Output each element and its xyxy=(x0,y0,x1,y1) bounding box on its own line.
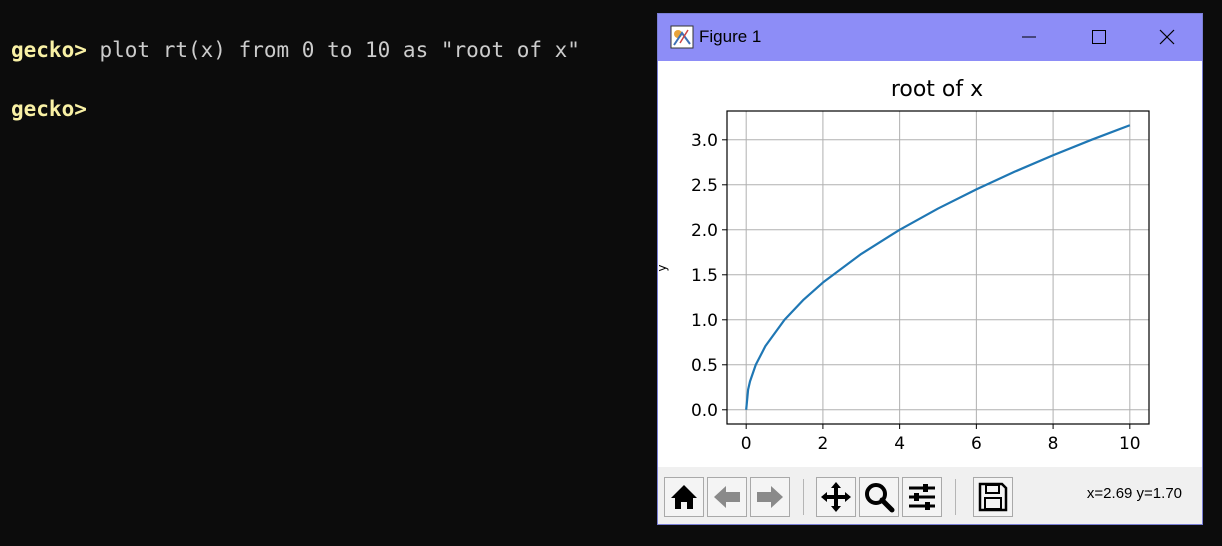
back-button[interactable] xyxy=(707,477,747,517)
chart-title: root of x xyxy=(891,77,983,102)
titlebar[interactable]: Figure 1 xyxy=(658,14,1202,61)
minimize-button[interactable] xyxy=(994,14,1064,61)
y-axis-label: y xyxy=(658,264,669,271)
subplots-config-button[interactable] xyxy=(902,477,942,517)
zoom-button[interactable] xyxy=(859,477,899,517)
terminal-prompt: gecko> xyxy=(11,97,87,121)
zoom-magnifier-icon xyxy=(865,483,895,513)
window-title: Figure 1 xyxy=(699,27,762,46)
plot-canvas[interactable]: 0 2 4 6 8 10 0.0 0.5 1.0 1.5 2.0 2.5 3.0 root of x y xyxy=(655,61,1202,467)
y-tick-label: 0.0 xyxy=(691,401,718,421)
toolbar-separator xyxy=(803,479,804,515)
home-icon xyxy=(671,485,697,509)
x-tick-label: 4 xyxy=(894,434,905,454)
x-tick-label: 6 xyxy=(971,434,982,454)
pan-icon xyxy=(821,482,851,512)
terminal-line-current[interactable]: gecko> xyxy=(11,96,87,122)
minimize-icon xyxy=(1022,36,1036,38)
y-tick-label: 1.0 xyxy=(691,311,718,331)
x-tick-label: 10 xyxy=(1119,434,1141,454)
close-icon xyxy=(1159,29,1175,45)
y-tick-label: 2.5 xyxy=(691,176,718,196)
y-tick-label: 3.0 xyxy=(691,131,718,151)
maximize-button[interactable] xyxy=(1064,14,1134,61)
subplots-config-icon xyxy=(909,484,935,510)
y-tick-label: 2.0 xyxy=(691,221,718,241)
back-arrow-icon xyxy=(714,486,740,508)
forward-button[interactable] xyxy=(750,477,790,517)
y-tick-label: 1.5 xyxy=(691,266,718,286)
terminal-command-text: plot rt(x) from 0 to 10 as "root of x" xyxy=(86,38,580,62)
cursor-coordinates: x=2.69 y=1.70 xyxy=(1086,485,1182,502)
terminal-prompt: gecko> xyxy=(11,38,87,62)
figure-window[interactable]: Figure 1 0 2 4 6 8 10 0.0 0.5 1.0 1.5 2.0 2.5 3.0 ro… xyxy=(655,13,1203,525)
series-line xyxy=(745,124,1131,410)
x-tick-label: 2 xyxy=(817,434,828,454)
toolbar-separator xyxy=(955,479,956,515)
y-tick-label: 0.5 xyxy=(691,356,718,376)
home-button[interactable] xyxy=(664,477,704,517)
x-tick-label: 8 xyxy=(1048,434,1059,454)
forward-arrow-icon xyxy=(757,486,783,508)
terminal-line-command: gecko> plot rt(x) from 0 to 10 as "root … xyxy=(11,37,580,63)
x-tick-label: 0 xyxy=(741,434,752,454)
chart-svg[interactable]: 0 2 4 6 8 10 0.0 0.5 1.0 1.5 2.0 2.5 3.0 root of x y xyxy=(655,61,1202,467)
pan-button[interactable] xyxy=(816,477,856,517)
save-icon xyxy=(978,482,1008,512)
close-button[interactable] xyxy=(1132,14,1202,61)
matplotlib-figure-icon xyxy=(670,25,694,49)
axes-frame xyxy=(726,110,1150,425)
maximize-icon xyxy=(1092,30,1106,44)
save-button[interactable] xyxy=(973,477,1013,517)
navigation-toolbar: x=2.69 y=1.70 xyxy=(658,467,1202,524)
